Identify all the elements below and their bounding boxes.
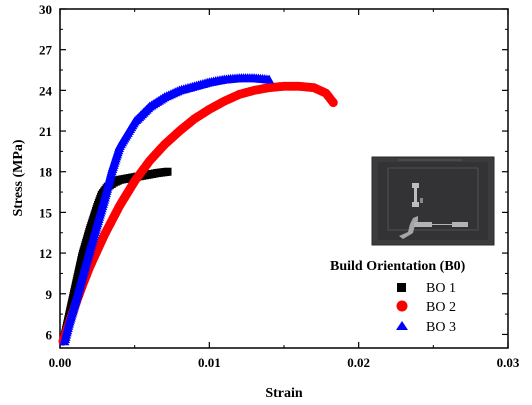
y-tick-label: 21 — [39, 124, 52, 139]
series-bo-3 — [59, 73, 275, 346]
y-tick-label: 30 — [39, 2, 52, 17]
legend: Build Orientation (B0) BO 1 BO 2 BO 3 — [330, 259, 466, 335]
x-tick-label: 0.01 — [198, 355, 221, 370]
legend-item-bo1: BO 1 — [397, 281, 456, 296]
data-point-square — [163, 167, 172, 176]
data-series-layer — [58, 73, 338, 346]
legend-item-bo2: BO 2 — [396, 300, 456, 315]
legend-item-bo3: BO 3 — [396, 320, 456, 335]
legend-marker-circle — [396, 300, 408, 312]
x-axis-title: Strain — [265, 386, 303, 401]
x-tick-label: 0.03 — [497, 355, 520, 370]
y-tick-label: 6 — [46, 327, 53, 342]
y-tick-label: 12 — [39, 246, 52, 261]
x-tick-label: 0.00 — [49, 355, 72, 370]
legend-label-bo2: BO 2 — [426, 300, 456, 315]
legend-label-bo1: BO 1 — [426, 281, 456, 296]
specimen-inset-image — [371, 156, 495, 246]
legend-title: Build Orientation (B0) — [330, 259, 466, 274]
y-axis-title: Stress (MPa) — [11, 139, 26, 216]
x-tick-label: 0.02 — [347, 355, 370, 370]
y-tick-label: 18 — [39, 165, 53, 180]
data-point-circle — [328, 98, 338, 108]
y-tick-label: 9 — [46, 287, 53, 302]
legend-label-bo3: BO 3 — [426, 320, 456, 335]
data-point-triangle — [264, 74, 275, 84]
y-tick-label: 24 — [39, 83, 53, 98]
y-tick-label: 27 — [39, 43, 53, 58]
axis-ticks — [59, 8, 509, 348]
legend-marker-square — [397, 283, 406, 292]
legend-marker-triangle — [396, 321, 408, 330]
y-tick-label: 15 — [39, 205, 53, 220]
axis-tick-labels: 0.00 0.01 0.02 0.03 6 9 12 15 18 21 24 27 30 — [39, 2, 520, 370]
